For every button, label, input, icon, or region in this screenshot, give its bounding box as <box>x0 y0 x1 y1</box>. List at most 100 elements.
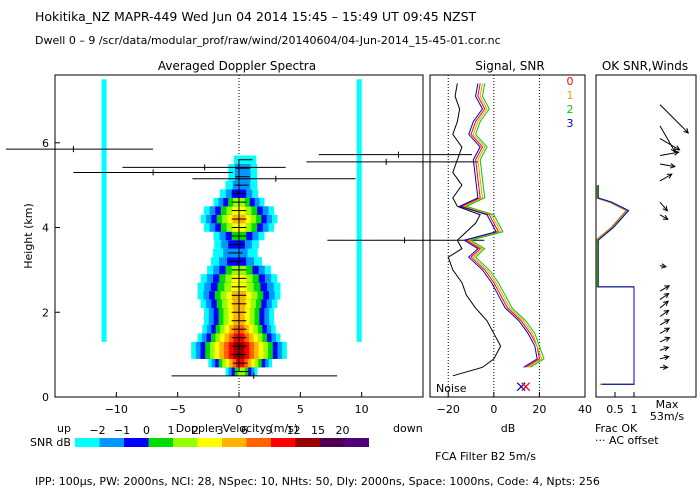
wind-arrowhead-7 <box>662 214 669 220</box>
legend-swatch-8 <box>271 438 296 447</box>
legend-tick-label-6: 6 <box>241 424 248 437</box>
snr-frame <box>429 74 586 398</box>
spectra-x-tick-label: 10 <box>355 403 369 416</box>
wind-arrow-15 <box>659 337 670 343</box>
signal-profile-line <box>447 83 502 377</box>
radar-parameters-footer: IPP: 100μs, PW: 2000ns, NCI: 28, NSpec: … <box>35 475 600 488</box>
wind-arrowhead-9 <box>664 285 671 291</box>
snr-profile-beam-0 <box>460 83 540 368</box>
winds-frame <box>595 74 697 398</box>
wind-arrowhead-2 <box>674 145 681 151</box>
plot-title: Hokitika_NZ MAPR-449 Wed Jun 04 2014 15:… <box>35 9 477 24</box>
wind-arrowhead-13 <box>664 319 671 325</box>
up-label: up <box>57 422 71 435</box>
legend-swatch-5 <box>197 438 222 447</box>
wind-arrowhead-3 <box>673 150 680 156</box>
wind-arrow-6 <box>659 201 668 212</box>
snr-title: Signal, SNR <box>475 59 544 73</box>
wind-arrowhead-12 <box>663 309 670 316</box>
wind-arrow-11 <box>659 300 669 309</box>
legend-label: SNR dB <box>30 436 71 449</box>
snr-x-tick-label: 20 <box>532 403 546 416</box>
ac-offset-label: ··· AC offset <box>595 434 659 447</box>
spectra-x-tick-label: −5 <box>170 403 186 416</box>
legend-tick-label-9: 15 <box>311 424 325 437</box>
legend-swatch-2 <box>124 438 149 447</box>
spectra-x-tick-label: −10 <box>105 403 128 416</box>
wind-arrow-17 <box>659 356 669 360</box>
spectra-x-label: Doppler Velocity (m/s) <box>176 422 298 435</box>
spectra-x-tick-label: 0 <box>236 403 243 416</box>
legend-swatch-9 <box>295 438 320 447</box>
legend-tick-label-8: 12 <box>287 424 301 437</box>
wind-arrowhead-0 <box>683 128 690 134</box>
snr-x-label: dB <box>501 422 516 435</box>
legend-tick-label-3: 1 <box>168 424 175 437</box>
spectra-y-tick-label: 6 <box>42 137 49 150</box>
frac-ok-beam-2 <box>597 185 635 385</box>
wind-arrowhead-6 <box>662 205 668 212</box>
legend-swatch-1 <box>99 438 124 447</box>
spectra-x-tick-label: 5 <box>297 403 304 416</box>
snr-color-legend: SNR dB −2 −1 0 1 2 3 6 9 12 15 20 <box>30 424 369 449</box>
spectra-y-tick-label: 2 <box>42 306 49 319</box>
legend-swatch-0 <box>75 438 100 447</box>
wind-arrow-12 <box>659 310 669 317</box>
wind-arrow-2 <box>659 138 680 151</box>
wind-arrow-13 <box>659 319 670 326</box>
legend-tick-label-0: −2 <box>89 424 105 437</box>
wind-arrow-4 <box>659 163 675 168</box>
ok-snr-winds-panel: OK SNR,Winds 0.5 1 Frac OK ··· AC offset … <box>595 59 697 447</box>
snr-x-tick-label: 0 <box>490 403 497 416</box>
filter-label: FCA Filter B2 5m/s <box>435 450 536 463</box>
wind-arrowhead-18 <box>662 364 669 371</box>
legend-tick-label-5: 3 <box>217 424 224 437</box>
legend-swatch-11 <box>344 438 369 447</box>
spectra-marks <box>5 75 485 397</box>
legend-tick-label-1: −1 <box>114 424 130 437</box>
wind-arrow-9 <box>659 285 670 292</box>
frac-ok-label: Frac OK <box>595 422 638 435</box>
spectra-axes: −10 −5 0 5 10 0 2 4 6 <box>42 137 369 416</box>
winds-axes: 0.5 1 <box>606 392 638 416</box>
wind-arrowhead-5 <box>666 173 673 179</box>
wind-arrowhead-4 <box>669 163 676 169</box>
legend-swatch-4 <box>173 438 198 447</box>
wind-arrowhead-8 <box>661 263 668 269</box>
beam-legend-entry-0: 0 <box>567 75 574 88</box>
spectra-title: Averaged Doppler Spectra <box>158 59 316 73</box>
wind-arrow-3 <box>659 151 679 156</box>
snr-marker-1 <box>521 382 531 392</box>
wind-arrow-5 <box>659 173 673 182</box>
snr-marker-0 <box>516 382 526 392</box>
wind-arrowhead-17 <box>663 354 670 361</box>
winds-title: OK SNR,Winds <box>602 59 688 73</box>
frac-ok-beam-0 <box>595 185 635 385</box>
max-label: Max <box>656 398 679 411</box>
frac-ok-beam-3 <box>597 185 635 385</box>
winds-x-tick-label: 1 <box>631 403 638 416</box>
wind-arrow-16 <box>659 346 669 351</box>
wind-arrowhead-10 <box>663 292 670 299</box>
winds-marks <box>595 75 690 397</box>
legend-swatch-3 <box>148 438 173 447</box>
snr-marks <box>447 75 545 397</box>
snr-x-tick-label: −20 <box>437 403 460 416</box>
clutter-line-1 <box>356 79 362 342</box>
wind-arrow-1 <box>659 125 676 153</box>
snr-profile-beam-3 <box>458 83 538 368</box>
beam-legend-entry-2: 2 <box>567 103 574 116</box>
legend-tick-label-10: 20 <box>336 424 350 437</box>
legend-tick-label-7: 9 <box>266 424 273 437</box>
down-label: down <box>393 422 423 435</box>
wind-arrowhead-16 <box>663 346 670 352</box>
legend-swatch-10 <box>320 438 345 447</box>
legend-swatch-6 <box>222 438 247 447</box>
max-speed-label: 53m/s <box>650 410 684 423</box>
wind-arrowhead-11 <box>663 300 669 307</box>
spectra-y-label: Height (km) <box>22 203 35 269</box>
legend-tick-label-4: 2 <box>192 424 199 437</box>
